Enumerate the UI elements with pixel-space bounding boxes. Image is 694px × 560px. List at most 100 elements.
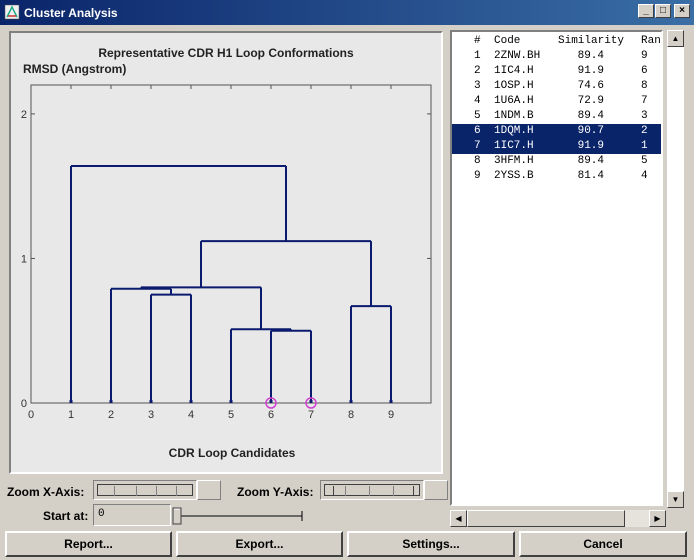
leaf-marker bbox=[389, 400, 393, 403]
y-axis-label: RMSD (Angstrom) bbox=[23, 62, 127, 76]
cell-code: 3HFM.H bbox=[494, 155, 534, 167]
app-icon bbox=[4, 4, 20, 20]
table-row[interactable]: 5 1NDM.B 89.4 3 bbox=[452, 109, 661, 124]
cell-sim: 91.9 bbox=[577, 140, 604, 152]
table-row[interactable]: 8 3HFM.H 89.4 5 bbox=[452, 154, 661, 169]
export-button[interactable]: Export... bbox=[176, 531, 343, 557]
x-axis-label: CDR Loop Candidates bbox=[168, 446, 296, 460]
y-tick-label: 0 bbox=[21, 398, 27, 410]
cell-code: 1IC7.H bbox=[494, 140, 534, 152]
zoom-y-slider[interactable] bbox=[320, 480, 424, 500]
x-tick-label: 4 bbox=[188, 409, 194, 421]
cell-num: 8 bbox=[474, 155, 481, 167]
x-tick-label: 5 bbox=[228, 409, 234, 421]
zoom-x-reset[interactable] bbox=[197, 480, 221, 500]
cell-num: 9 bbox=[474, 170, 481, 182]
leaf-marker bbox=[229, 400, 233, 403]
y-tick-label: 1 bbox=[21, 253, 27, 265]
scroll-down-icon[interactable]: ▼ bbox=[667, 491, 684, 508]
table-header: # Code Similarity Ran bbox=[452, 34, 661, 49]
cell-rank: 4 bbox=[641, 170, 648, 182]
cell-code: 2YSS.B bbox=[494, 170, 534, 182]
leaf-marker bbox=[109, 400, 113, 403]
leaf-marker bbox=[149, 400, 153, 403]
cell-rank: 5 bbox=[641, 155, 648, 167]
zoom-x-slider[interactable] bbox=[93, 480, 197, 500]
leaf-marker bbox=[269, 400, 273, 403]
x-tick-label: 1 bbox=[68, 409, 74, 421]
table-row[interactable]: 9 2YSS.B 81.4 4 bbox=[452, 169, 661, 184]
minimize-button[interactable]: _ bbox=[638, 4, 654, 18]
col-similarity-header[interactable]: Similarity bbox=[558, 35, 625, 47]
cell-rank: 1 bbox=[641, 140, 648, 152]
cell-code: 1OSP.H bbox=[494, 80, 534, 92]
cell-rank: 9 bbox=[641, 50, 648, 62]
x-tick-label: 0 bbox=[28, 409, 34, 421]
cancel-button[interactable]: Cancel bbox=[519, 531, 687, 557]
cell-code: 1IC4.H bbox=[494, 65, 534, 77]
cell-num: 6 bbox=[474, 125, 481, 137]
zoom-y-reset[interactable] bbox=[424, 480, 448, 500]
zoom-y-label: Zoom Y-Axis: bbox=[237, 485, 314, 499]
table-row[interactable]: 3 1OSP.H 74.6 8 bbox=[452, 79, 661, 94]
scroll-left-icon[interactable]: ◀ bbox=[450, 510, 467, 527]
highlighted-leaf-marker bbox=[265, 397, 277, 409]
scroll-track[interactable] bbox=[667, 47, 684, 491]
scroll-up-icon[interactable]: ▲ bbox=[667, 30, 684, 47]
cell-rank: 8 bbox=[641, 80, 648, 92]
cell-code: 2ZNW.BH bbox=[494, 50, 541, 62]
y-tick-label: 2 bbox=[21, 109, 27, 121]
title-bar: Cluster Analysis _ □ × bbox=[0, 0, 694, 25]
leaf-marker bbox=[309, 400, 313, 403]
cell-rank: 3 bbox=[641, 110, 648, 122]
cell-rank: 6 bbox=[641, 65, 648, 77]
cell-num: 3 bbox=[474, 80, 481, 92]
cell-num: 5 bbox=[474, 110, 481, 122]
x-tick-label: 3 bbox=[148, 409, 154, 421]
table-row[interactable]: 7 1IC7.H 91.9 1 bbox=[452, 139, 661, 154]
cell-sim: 81.4 bbox=[577, 170, 604, 182]
cell-num: 4 bbox=[474, 95, 481, 107]
x-tick-label: 2 bbox=[108, 409, 114, 421]
scroll-thumb[interactable] bbox=[467, 510, 625, 527]
cell-code: 1DQM.H bbox=[494, 125, 534, 137]
start-at-input[interactable]: 0 bbox=[93, 504, 171, 526]
x-tick-label: 6 bbox=[268, 409, 274, 421]
dendrogram-chart[interactable]: 0 1 2 3 4 5 6 7 8 9 0 1 2 bbox=[11, 77, 441, 477]
cell-code: 1U6A.H bbox=[494, 95, 534, 107]
table-row[interactable]: 6 1DQM.H 90.7 2 bbox=[452, 124, 661, 139]
col-rank-header[interactable]: Ran bbox=[641, 35, 661, 47]
settings-button[interactable]: Settings... bbox=[347, 531, 515, 557]
cell-sim: 91.9 bbox=[577, 65, 604, 77]
candidates-table[interactable]: # Code Similarity Ran 1 2ZNW.BH 89.4 9 2 1IC4… bbox=[450, 30, 663, 506]
x-tick-label: 9 bbox=[388, 409, 394, 421]
cell-rank: 2 bbox=[641, 125, 648, 137]
cell-sim: 89.4 bbox=[577, 110, 604, 122]
col-num-header[interactable]: # bbox=[474, 35, 481, 47]
maximize-button[interactable]: □ bbox=[655, 4, 671, 18]
x-tick-label: 8 bbox=[348, 409, 354, 421]
table-row[interactable]: 4 1U6A.H 72.9 7 bbox=[452, 94, 661, 109]
cell-sim: 72.9 bbox=[577, 95, 604, 107]
scroll-right-icon[interactable]: ▶ bbox=[649, 510, 666, 527]
table-row[interactable]: 2 1IC4.H 91.9 6 bbox=[452, 64, 661, 79]
table-row[interactable]: 1 2ZNW.BH 89.4 9 bbox=[452, 49, 661, 64]
cell-sim: 90.7 bbox=[577, 125, 604, 137]
highlighted-leaf-marker bbox=[305, 397, 317, 409]
cell-code: 1NDM.B bbox=[494, 110, 534, 122]
cell-sim: 89.4 bbox=[577, 50, 604, 62]
cell-sim: 74.6 bbox=[577, 80, 604, 92]
dendrogram-panel: Representative CDR H1 Loop Conformations… bbox=[9, 31, 443, 474]
report-button[interactable]: Report... bbox=[5, 531, 172, 557]
leaf-marker bbox=[189, 400, 193, 403]
col-code-header[interactable]: Code bbox=[494, 35, 521, 47]
table-vertical-scrollbar[interactable]: ▲ ▼ bbox=[667, 30, 684, 508]
x-tick-label: 7 bbox=[308, 409, 314, 421]
window-title: Cluster Analysis bbox=[24, 6, 118, 20]
cell-num: 7 bbox=[474, 140, 481, 152]
table-horizontal-scrollbar[interactable]: ◀ ▶ bbox=[450, 510, 666, 527]
cell-rank: 7 bbox=[641, 95, 648, 107]
close-button[interactable]: × bbox=[674, 4, 690, 18]
chart-title: Representative CDR H1 Loop Conformations bbox=[98, 46, 354, 60]
start-slider[interactable] bbox=[171, 505, 306, 527]
